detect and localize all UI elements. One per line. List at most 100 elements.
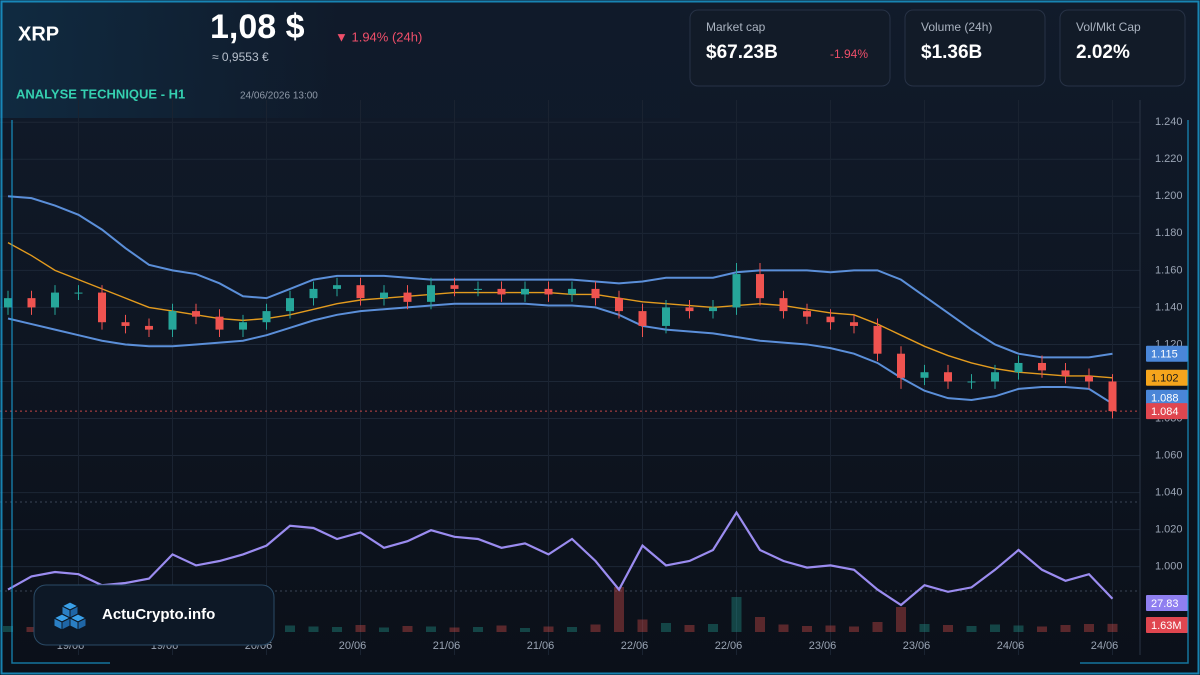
candle-body bbox=[1108, 381, 1117, 412]
candle-body bbox=[145, 325, 153, 330]
price: 1,08 $ bbox=[210, 8, 305, 46]
candle-body bbox=[1085, 375, 1093, 382]
candle-body bbox=[51, 292, 59, 308]
volume-bar bbox=[802, 626, 812, 632]
y-tick-label: 1.020 bbox=[1155, 524, 1183, 536]
y-tick-label: 1.060 bbox=[1155, 449, 1183, 461]
candle-body bbox=[1014, 362, 1023, 373]
frame-corner bbox=[11, 120, 110, 664]
volume-bar bbox=[1037, 626, 1047, 632]
volume-bar bbox=[708, 624, 718, 632]
x-tick-label: 22/06 bbox=[715, 640, 743, 652]
candle-body bbox=[450, 285, 459, 289]
y-tick-label: 1.200 bbox=[1155, 190, 1183, 202]
candle-body bbox=[803, 311, 811, 317]
candle-body bbox=[685, 307, 694, 312]
candle-body bbox=[1038, 362, 1046, 371]
candle-body bbox=[497, 288, 506, 295]
upper-band bbox=[7, 195, 1113, 359]
card-value: $1.36B bbox=[921, 42, 982, 63]
candle-body bbox=[779, 298, 788, 312]
candle-body bbox=[286, 298, 294, 312]
last-price-label-bg bbox=[1146, 403, 1188, 420]
volume-bar bbox=[637, 619, 648, 632]
y-tick-label: 1.160 bbox=[1155, 264, 1183, 276]
volume-bar bbox=[872, 622, 883, 632]
candle-body bbox=[850, 322, 858, 326]
header-band bbox=[0, 0, 680, 118]
logo-text[interactable]: ActuCrypto.info bbox=[102, 606, 215, 623]
volume-bar bbox=[285, 625, 295, 632]
card-change: -1.94% bbox=[830, 47, 868, 61]
x-tick-label: 21/06 bbox=[527, 640, 555, 652]
logo-box[interactable] bbox=[33, 584, 275, 646]
volume-bar bbox=[825, 625, 836, 632]
volume-bar bbox=[614, 587, 624, 632]
x-tick-label: 21/06 bbox=[433, 640, 461, 652]
volume-bar bbox=[896, 607, 906, 632]
middle-band-label-bg bbox=[1146, 369, 1188, 386]
plot: 1.0001.0201.0401.0601.0801.1001.1201.140… bbox=[0, 100, 1188, 655]
x-tick-label: 22/06 bbox=[621, 640, 649, 652]
y-tick-label: 1.240 bbox=[1155, 116, 1183, 128]
volume-bar bbox=[990, 624, 1000, 632]
symbol: XRP bbox=[18, 23, 59, 45]
candle-body bbox=[215, 316, 224, 330]
candle-body bbox=[709, 307, 717, 312]
candle-body bbox=[121, 322, 130, 326]
candle-body bbox=[74, 292, 83, 294]
x-tick-label: 20/06 bbox=[339, 640, 367, 652]
candle-body bbox=[826, 316, 835, 323]
candle-body bbox=[638, 311, 647, 326]
volume-bar bbox=[731, 597, 742, 632]
volume-bar bbox=[590, 624, 601, 632]
lower-band bbox=[7, 302, 1114, 405]
candle-body bbox=[262, 311, 271, 323]
volume-bar bbox=[778, 624, 789, 632]
volume-bar bbox=[496, 625, 507, 632]
card bbox=[1059, 9, 1186, 87]
volume-bar bbox=[755, 617, 765, 632]
rsi-label: 27.83 bbox=[1151, 598, 1179, 610]
volume-bar bbox=[543, 626, 554, 632]
y-tick-label: 1.040 bbox=[1155, 486, 1183, 498]
candle-body bbox=[991, 372, 999, 382]
rsi-label-bg bbox=[1146, 595, 1188, 611]
volume-bar bbox=[849, 626, 859, 632]
candle-body bbox=[920, 372, 929, 378]
card-value: $67.23B bbox=[706, 42, 778, 63]
card-label: Volume (24h) bbox=[921, 20, 992, 34]
x-tick-label: 23/06 bbox=[903, 640, 931, 652]
frame-corner bbox=[1080, 120, 1189, 664]
lower-band-label-bg bbox=[1146, 389, 1188, 406]
candle-body bbox=[27, 298, 36, 308]
candle-body bbox=[192, 311, 200, 317]
logo-icon bbox=[52, 601, 88, 631]
x-tick-label: 24/06 bbox=[997, 640, 1025, 652]
candle-body bbox=[591, 288, 600, 299]
volume-bar bbox=[567, 627, 577, 632]
volume-label: 1.63M bbox=[1151, 620, 1182, 632]
card-label: Vol/Mkt Cap bbox=[1076, 20, 1141, 34]
price-change: ▼ 1.94% (24h) bbox=[335, 29, 422, 44]
rsi bbox=[7, 510, 1114, 607]
candle-body bbox=[944, 372, 952, 382]
section-title: ANALYSE TECHNIQUE - H1 bbox=[16, 86, 185, 101]
volume-bar bbox=[661, 623, 671, 632]
last-price-label: 1.084 bbox=[1151, 406, 1179, 418]
candle-body bbox=[474, 288, 482, 290]
upper-band-label: 1.115 bbox=[1151, 349, 1178, 361]
volume-bar bbox=[3, 626, 13, 632]
y-tick-label: 1.140 bbox=[1155, 301, 1183, 313]
candle-body bbox=[544, 288, 553, 295]
volume-label-bg bbox=[1146, 617, 1188, 633]
y-tick-label: 1.180 bbox=[1155, 227, 1183, 239]
volume-bar bbox=[1107, 623, 1118, 632]
volume-bar bbox=[426, 626, 436, 632]
volume-bar bbox=[943, 625, 953, 632]
volume-bar bbox=[26, 627, 37, 632]
volume-bar bbox=[684, 625, 695, 632]
candle-body bbox=[168, 311, 177, 330]
